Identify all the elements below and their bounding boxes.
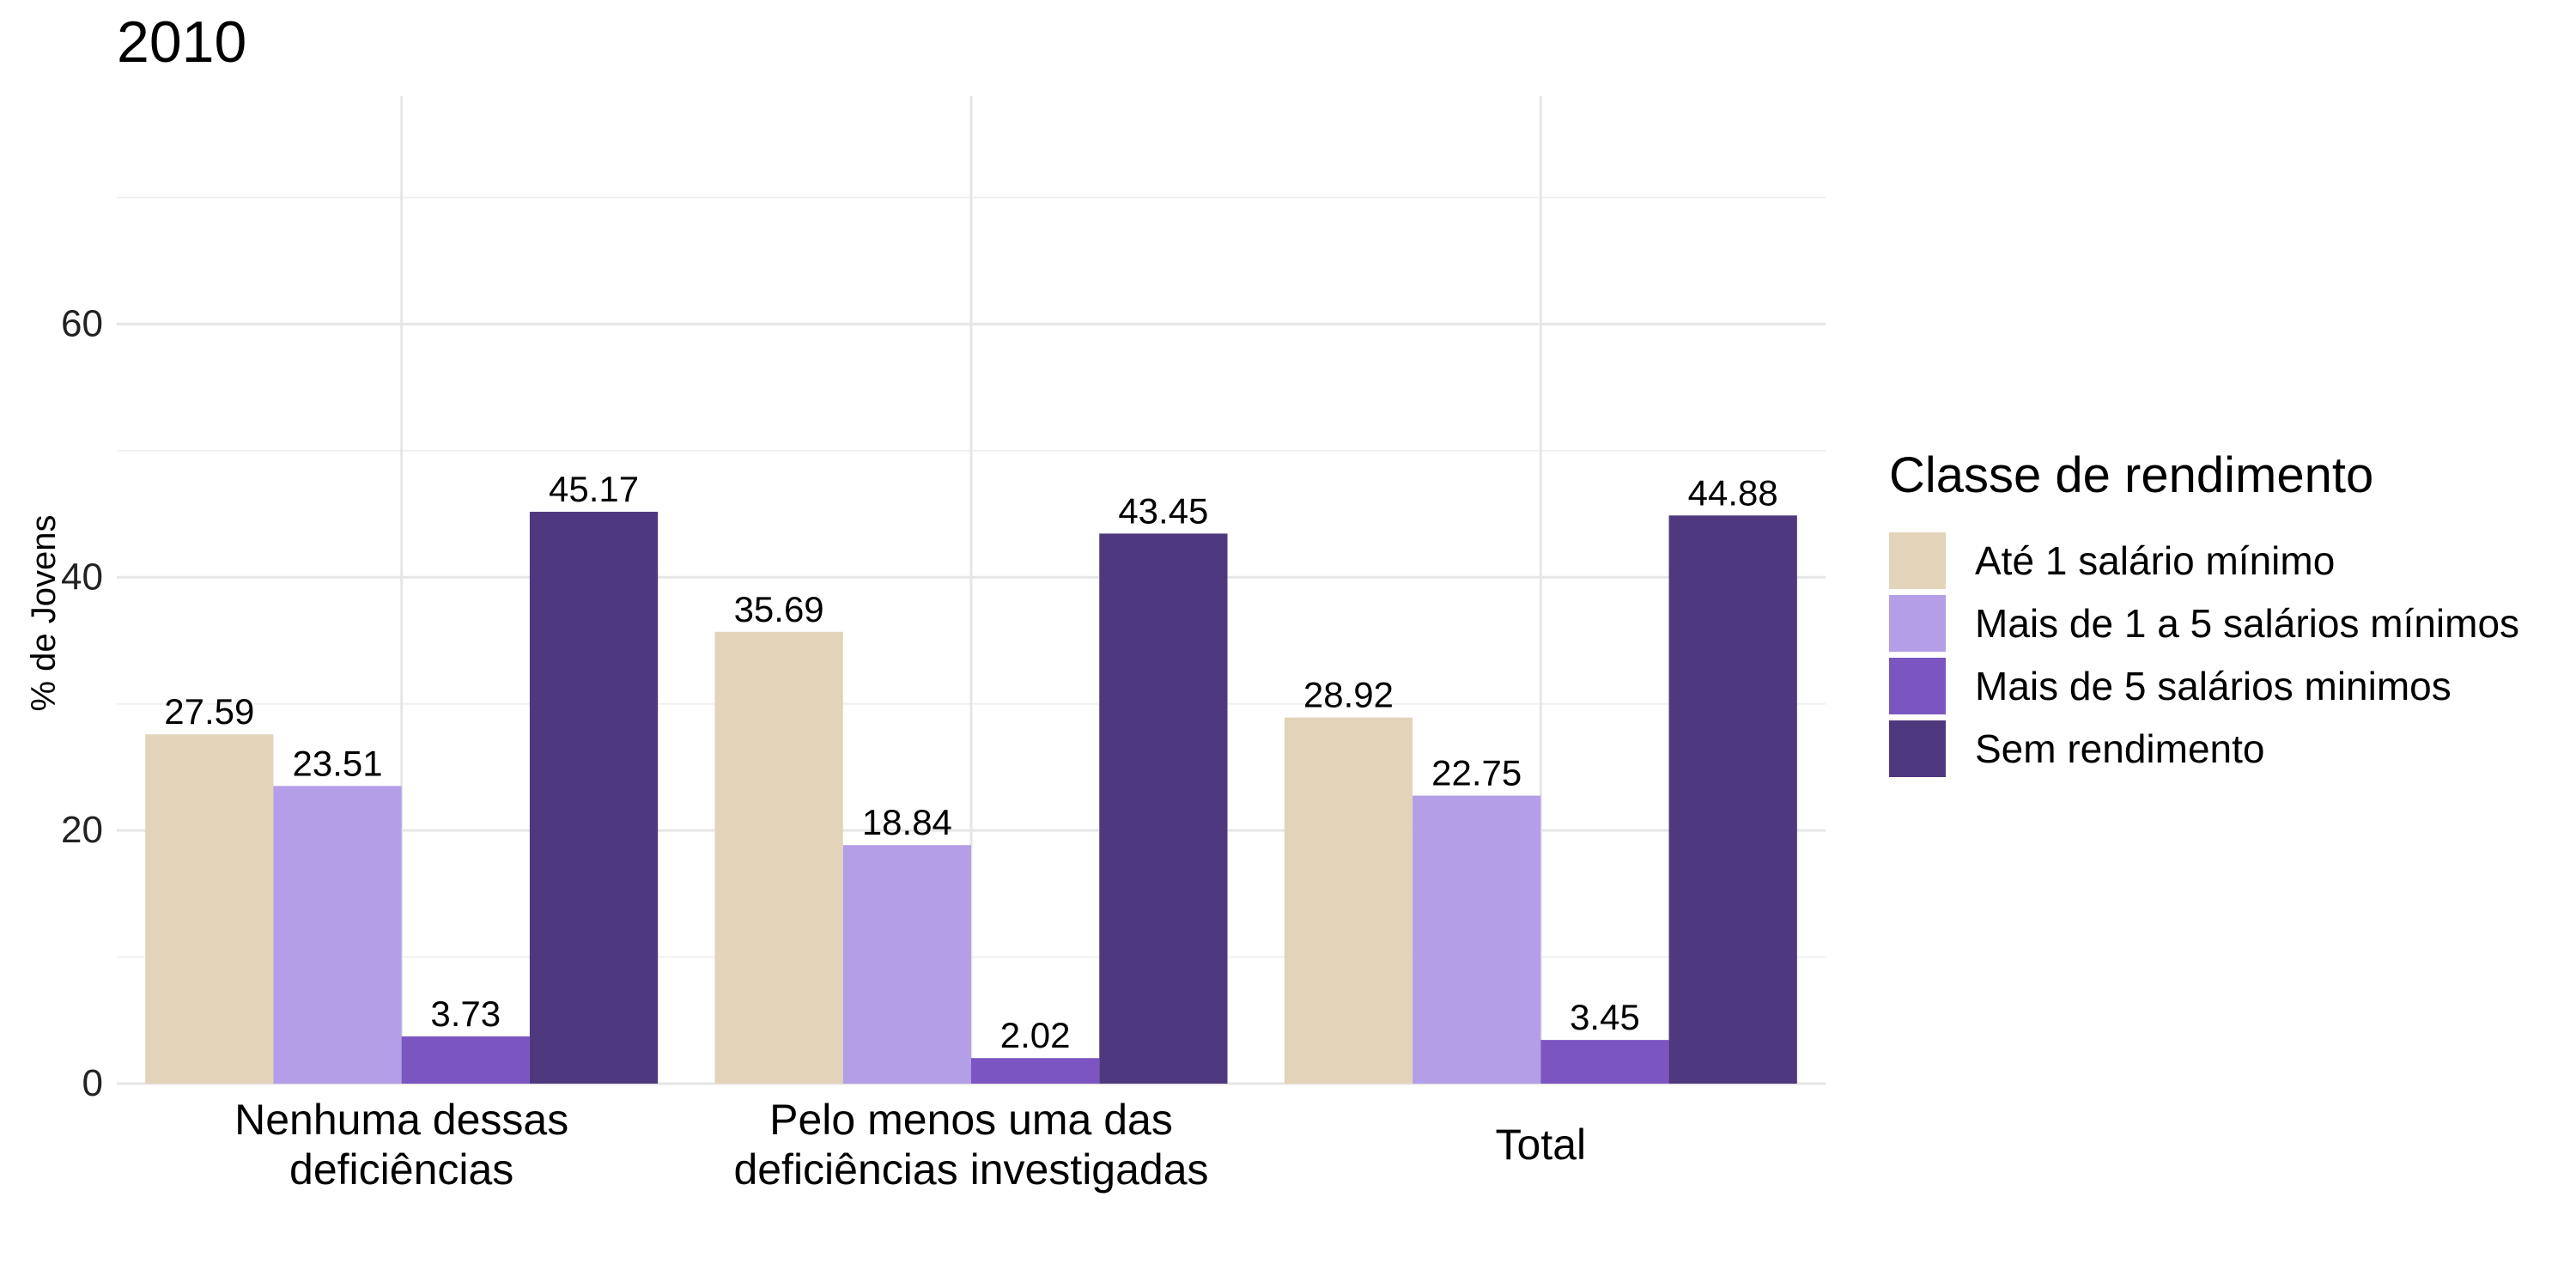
legend-swatch — [1889, 720, 1946, 777]
bar — [529, 512, 659, 1084]
legend-label: Sem rendimento — [1975, 726, 2265, 771]
legend-label: Até 1 salário mínimo — [1975, 538, 2336, 583]
bars — [145, 512, 1797, 1084]
y-axis-label: % de Jovens — [25, 514, 63, 711]
y-tick-label: 0 — [82, 1062, 103, 1104]
legend: Classe de rendimento Até 1 salário mínim… — [1889, 447, 2519, 781]
legend-label: Mais de 5 salários minimos — [1975, 664, 2451, 708]
bar — [145, 734, 274, 1084]
data-label: 35.69 — [734, 589, 824, 629]
bar — [1668, 515, 1797, 1084]
legend-title: Classe de rendimento — [1889, 447, 2374, 503]
legend-swatch — [1889, 658, 1946, 714]
data-label: 3.73 — [430, 993, 501, 1034]
bar — [1413, 795, 1541, 1084]
data-label: 18.84 — [862, 802, 952, 842]
x-tick-label: Pelo menos uma das deficiências investiga… — [733, 1096, 1208, 1194]
data-label: 45.17 — [549, 469, 639, 509]
legend-label: Mais de 1 a 5 salários mínimos — [1975, 601, 2520, 646]
legend-swatch — [1889, 595, 1946, 652]
y-tick-label: 60 — [61, 302, 103, 344]
y-tick-label: 20 — [61, 809, 103, 851]
data-label: 44.88 — [1688, 472, 1778, 513]
x-axis-ticks: Nenhuma dessas deficiências Pelo menos uma… — [234, 1096, 1586, 1194]
bar — [1099, 533, 1228, 1084]
bar — [1540, 1040, 1669, 1084]
legend-item: Mais de 5 salários minimos — [1889, 655, 2519, 717]
legend-items: Até 1 salário mínimo Mais de 1 a 5 salári… — [1889, 530, 2519, 780]
bar — [1284, 717, 1413, 1084]
legend-item: Até 1 salário mínimo — [1889, 530, 2519, 592]
legend-item: Mais de 1 a 5 salários mínimos — [1889, 592, 2519, 654]
data-label: 43.45 — [1118, 490, 1208, 531]
bar — [971, 1058, 1100, 1084]
data-label: 3.45 — [1570, 997, 1640, 1037]
chart-title: 2010 — [117, 9, 246, 75]
data-label: 23.51 — [292, 743, 382, 783]
bar — [273, 786, 402, 1084]
x-tick-label: Nenhuma dessas deficiências — [234, 1096, 568, 1194]
data-labels: 27.59 23.51 3.73 45.17 35.69 18.84 2.02 43.45 28… — [164, 469, 1778, 1055]
y-tick-label: 40 — [61, 556, 103, 598]
x-tick-label: Total — [1496, 1121, 1587, 1169]
bar — [401, 1036, 530, 1084]
data-label: 27.59 — [164, 691, 254, 732]
data-label: 22.75 — [1431, 753, 1522, 793]
data-label: 2.02 — [1000, 1015, 1071, 1055]
legend-item: Sem rendimento — [1889, 718, 2519, 780]
bar — [714, 631, 843, 1084]
y-axis-ticks: 0 20 40 60 — [61, 302, 103, 1104]
bar — [842, 845, 971, 1084]
legend-swatch — [1889, 532, 1946, 589]
data-label: 28.92 — [1303, 675, 1394, 715]
